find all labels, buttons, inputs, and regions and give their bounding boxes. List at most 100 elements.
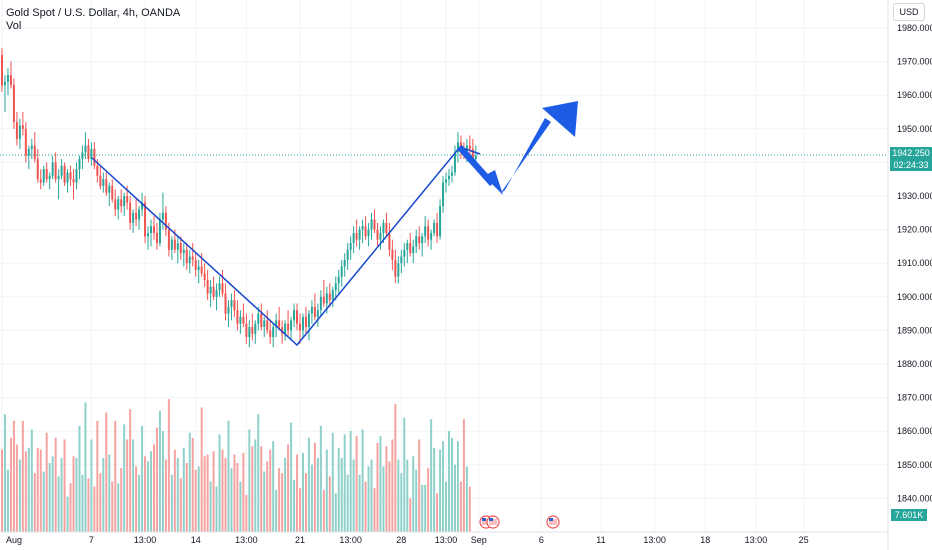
volume-bar (179, 478, 182, 532)
x-tick-label: 13:00 (643, 535, 666, 545)
candle (111, 179, 114, 203)
volume-bar (310, 464, 313, 532)
candle (400, 249, 403, 274)
candle-body (278, 320, 281, 328)
us-flag-icon[interactable] (486, 515, 500, 529)
candle (278, 306, 281, 331)
candle-body (239, 316, 242, 324)
candle (448, 169, 450, 186)
candle (215, 283, 218, 311)
candle (349, 236, 352, 260)
candle-body (296, 310, 299, 324)
candle (1, 48, 3, 92)
volume-value-tag: 7.601K (891, 509, 927, 521)
us-flag-icon[interactable] (546, 515, 560, 529)
candle (33, 132, 36, 163)
candle-body (275, 320, 278, 328)
candle-body (233, 300, 236, 311)
candle (436, 212, 439, 244)
volume-bar (430, 419, 433, 532)
volume-bar (206, 454, 209, 532)
volume-bar (158, 410, 161, 532)
candle (352, 226, 355, 254)
volume-bar (388, 461, 391, 532)
volume-bar (367, 466, 370, 532)
candle-body (1, 54, 3, 86)
candle (284, 320, 287, 341)
volume-bar (21, 420, 24, 532)
candle (3, 75, 6, 112)
x-tick-label: 13:00 (235, 535, 258, 545)
y-tick-label: 1970.000 (897, 57, 932, 67)
candle (72, 169, 75, 200)
volume-bar (63, 439, 66, 532)
volume-bar (51, 456, 54, 532)
candle (388, 222, 391, 257)
candle-body (147, 232, 150, 237)
price-axis[interactable]: 1980.0001970.0001960.0001950.0001940.000… (887, 0, 932, 550)
candle-body (114, 199, 117, 210)
candle-body (322, 296, 325, 304)
candle-body (197, 266, 200, 270)
candle (304, 306, 307, 334)
candle (21, 112, 24, 136)
x-tick-label: 7 (89, 535, 94, 545)
volume-bar (215, 486, 218, 532)
candle (433, 219, 436, 237)
volume-bar (450, 437, 453, 532)
candle-body (54, 162, 57, 180)
volume-bar (248, 429, 251, 532)
candle (412, 239, 415, 264)
x-tick-label: 18 (700, 535, 710, 545)
volume-bar (54, 437, 57, 532)
candle-body (412, 246, 415, 254)
candle (361, 219, 364, 244)
candle (39, 169, 42, 190)
time-axis[interactable]: Aug 7 13:00 14 13:00 21 13:00 28 13:00 Sep 6 11 13:0… (0, 531, 888, 545)
volume-bar (182, 447, 185, 532)
volume-bar (445, 481, 448, 532)
candle (45, 162, 48, 183)
volume-bar (87, 478, 90, 532)
volume-bar (439, 449, 442, 532)
candle-body (304, 316, 307, 328)
candle (313, 293, 316, 321)
candle (397, 256, 400, 284)
candle (218, 276, 221, 297)
candle-body (224, 293, 227, 314)
currency-button[interactable]: USD (893, 3, 925, 21)
candle (105, 172, 108, 196)
candle (93, 142, 96, 170)
x-tick-label: 13:00 (134, 535, 157, 545)
candle-body (93, 148, 96, 166)
volume-bar (173, 449, 176, 532)
candle (147, 226, 150, 250)
candle-body (227, 306, 230, 314)
y-tick-label: 1870.000 (897, 393, 932, 403)
volume-bar (462, 419, 465, 532)
x-tick-label: Sep (471, 535, 487, 545)
candle (75, 162, 78, 190)
x-tick-label: 21 (295, 535, 305, 545)
candle-body (69, 172, 72, 180)
volume-bar (436, 493, 439, 532)
candle-body (123, 196, 126, 207)
candle (343, 253, 346, 277)
candle-body (281, 327, 284, 334)
candle-body (87, 145, 90, 160)
volume-bar (397, 459, 400, 532)
candle-body (316, 310, 319, 317)
y-tick-label: 1890.000 (897, 325, 932, 335)
candle (69, 165, 72, 186)
volume-bar (325, 449, 328, 532)
candle (129, 196, 132, 230)
candle-body (334, 283, 337, 291)
candle (188, 249, 191, 274)
candle (182, 243, 185, 267)
volume-bar (48, 463, 51, 532)
candle-body (12, 85, 15, 123)
volume-bar (427, 468, 430, 532)
volume-bar (141, 425, 144, 532)
